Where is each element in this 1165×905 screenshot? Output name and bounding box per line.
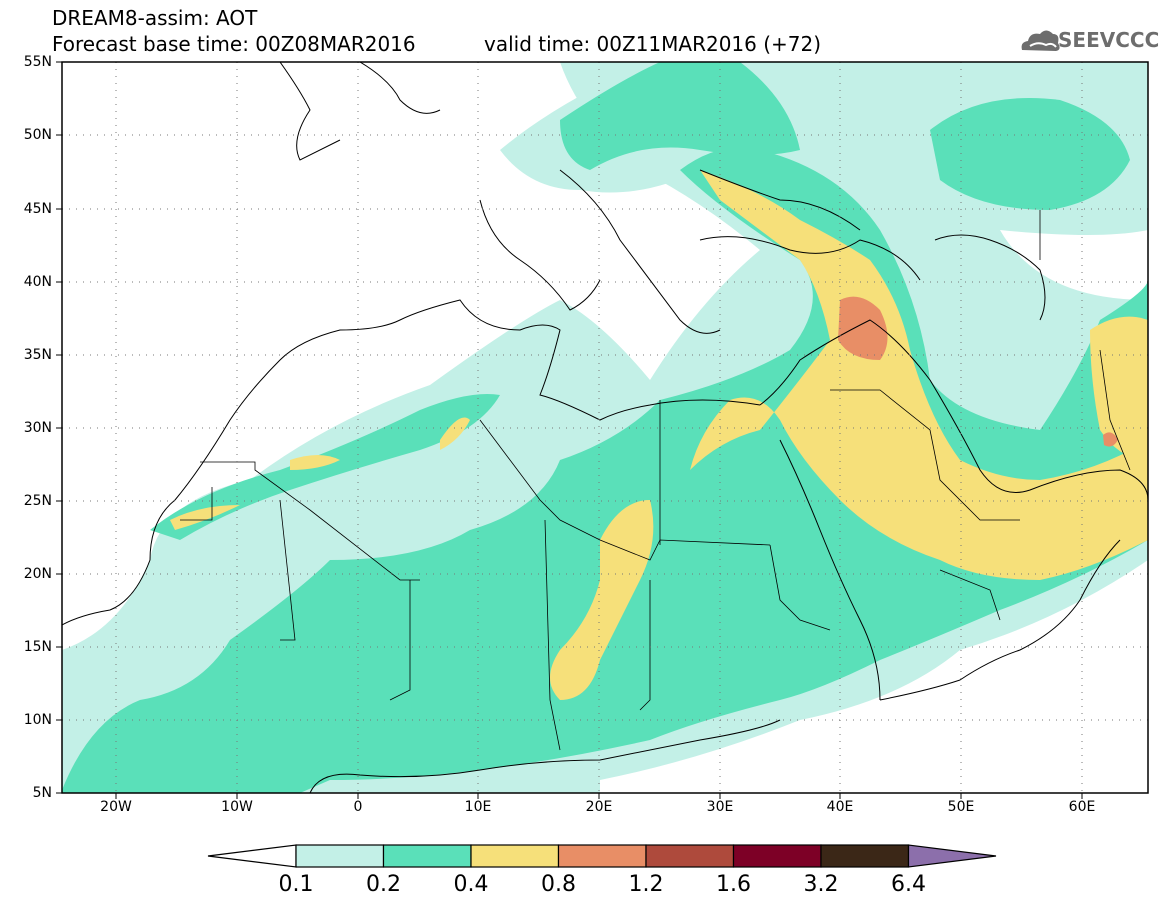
lon-tick-label: 50E <box>947 799 975 815</box>
aot-layer-0-2 <box>560 62 800 170</box>
lon-tick-label: 10W <box>221 799 253 815</box>
lat-tick-label: 45N <box>23 201 52 217</box>
colorbar-swatch <box>820 844 910 868</box>
colorbar-swatch <box>907 844 997 868</box>
lat-tick-label: 20N <box>23 566 52 582</box>
lon-tick-label: 0 <box>353 799 363 815</box>
aot-layer-0-4 <box>170 505 240 530</box>
cloud-icon <box>1021 30 1060 51</box>
colorbar-swatch <box>295 844 385 868</box>
lat-tick-label: 30N <box>23 420 52 436</box>
colorbar-label: 0.2 <box>366 872 401 897</box>
colorbar-label: 1.6 <box>716 872 751 897</box>
map-title: DREAM8-assim: AOT <box>52 6 258 30</box>
gridlines <box>62 62 1148 793</box>
lon-tick-label: 20E <box>585 799 613 815</box>
aot-layer-0-4 <box>550 500 654 700</box>
forecast-base-time: Forecast base time: 00Z08MAR2016 <box>52 32 416 56</box>
aot-layer-0-4 <box>440 417 470 450</box>
aot-layer-0-4 <box>1090 316 1148 460</box>
aot-layer-0-4 <box>690 170 1148 580</box>
tick-marks <box>56 61 1083 799</box>
colorbar-label: 0.4 <box>453 872 489 897</box>
lat-tick-label: 15N <box>23 639 52 655</box>
coastlines <box>62 62 1148 793</box>
lon-tick-label: 10E <box>464 799 492 815</box>
colorbar-swatch <box>207 844 297 868</box>
lat-tick-label: 40N <box>23 274 52 290</box>
aot-layer-0-4 <box>290 455 340 470</box>
lon-tick-label: 30E <box>706 799 734 815</box>
lat-tick-label: 25N <box>23 493 52 509</box>
lat-tick-label: 55N <box>23 54 52 70</box>
colorbar-swatch <box>557 844 647 868</box>
colorbar-swatch <box>382 844 472 868</box>
lon-tick-label: 40E <box>826 799 854 815</box>
lat-tick-label: 10N <box>23 712 52 728</box>
logo-text: SEEVCCC <box>1058 28 1160 52</box>
colorbar-label: 0.1 <box>278 872 314 897</box>
aot-layer-0-8 <box>1103 432 1118 447</box>
aot-layer-0-8 <box>838 296 888 360</box>
lon-tick-label: 60E <box>1068 799 1096 815</box>
colorbar-label: 3.2 <box>803 872 839 897</box>
valid-time: valid time: 00Z11MAR2016 (+72) <box>484 32 822 56</box>
colorbar-swatch <box>645 844 735 868</box>
colorbar <box>207 844 997 868</box>
colorbar-label: 1.2 <box>628 872 664 897</box>
colorbar-label: 6.4 <box>891 872 926 897</box>
borders <box>180 210 1131 751</box>
colorbar-label: 0.8 <box>541 872 576 897</box>
lat-tick-label: 5N <box>32 785 52 801</box>
lat-tick-label: 50N <box>23 127 52 143</box>
colorbar-swatch <box>470 844 560 868</box>
lat-tick-label: 35N <box>23 347 52 363</box>
lon-tick-label: 20W <box>100 799 132 815</box>
colorbar-swatch <box>732 844 822 868</box>
aot-layer-0-2 <box>930 98 1130 210</box>
